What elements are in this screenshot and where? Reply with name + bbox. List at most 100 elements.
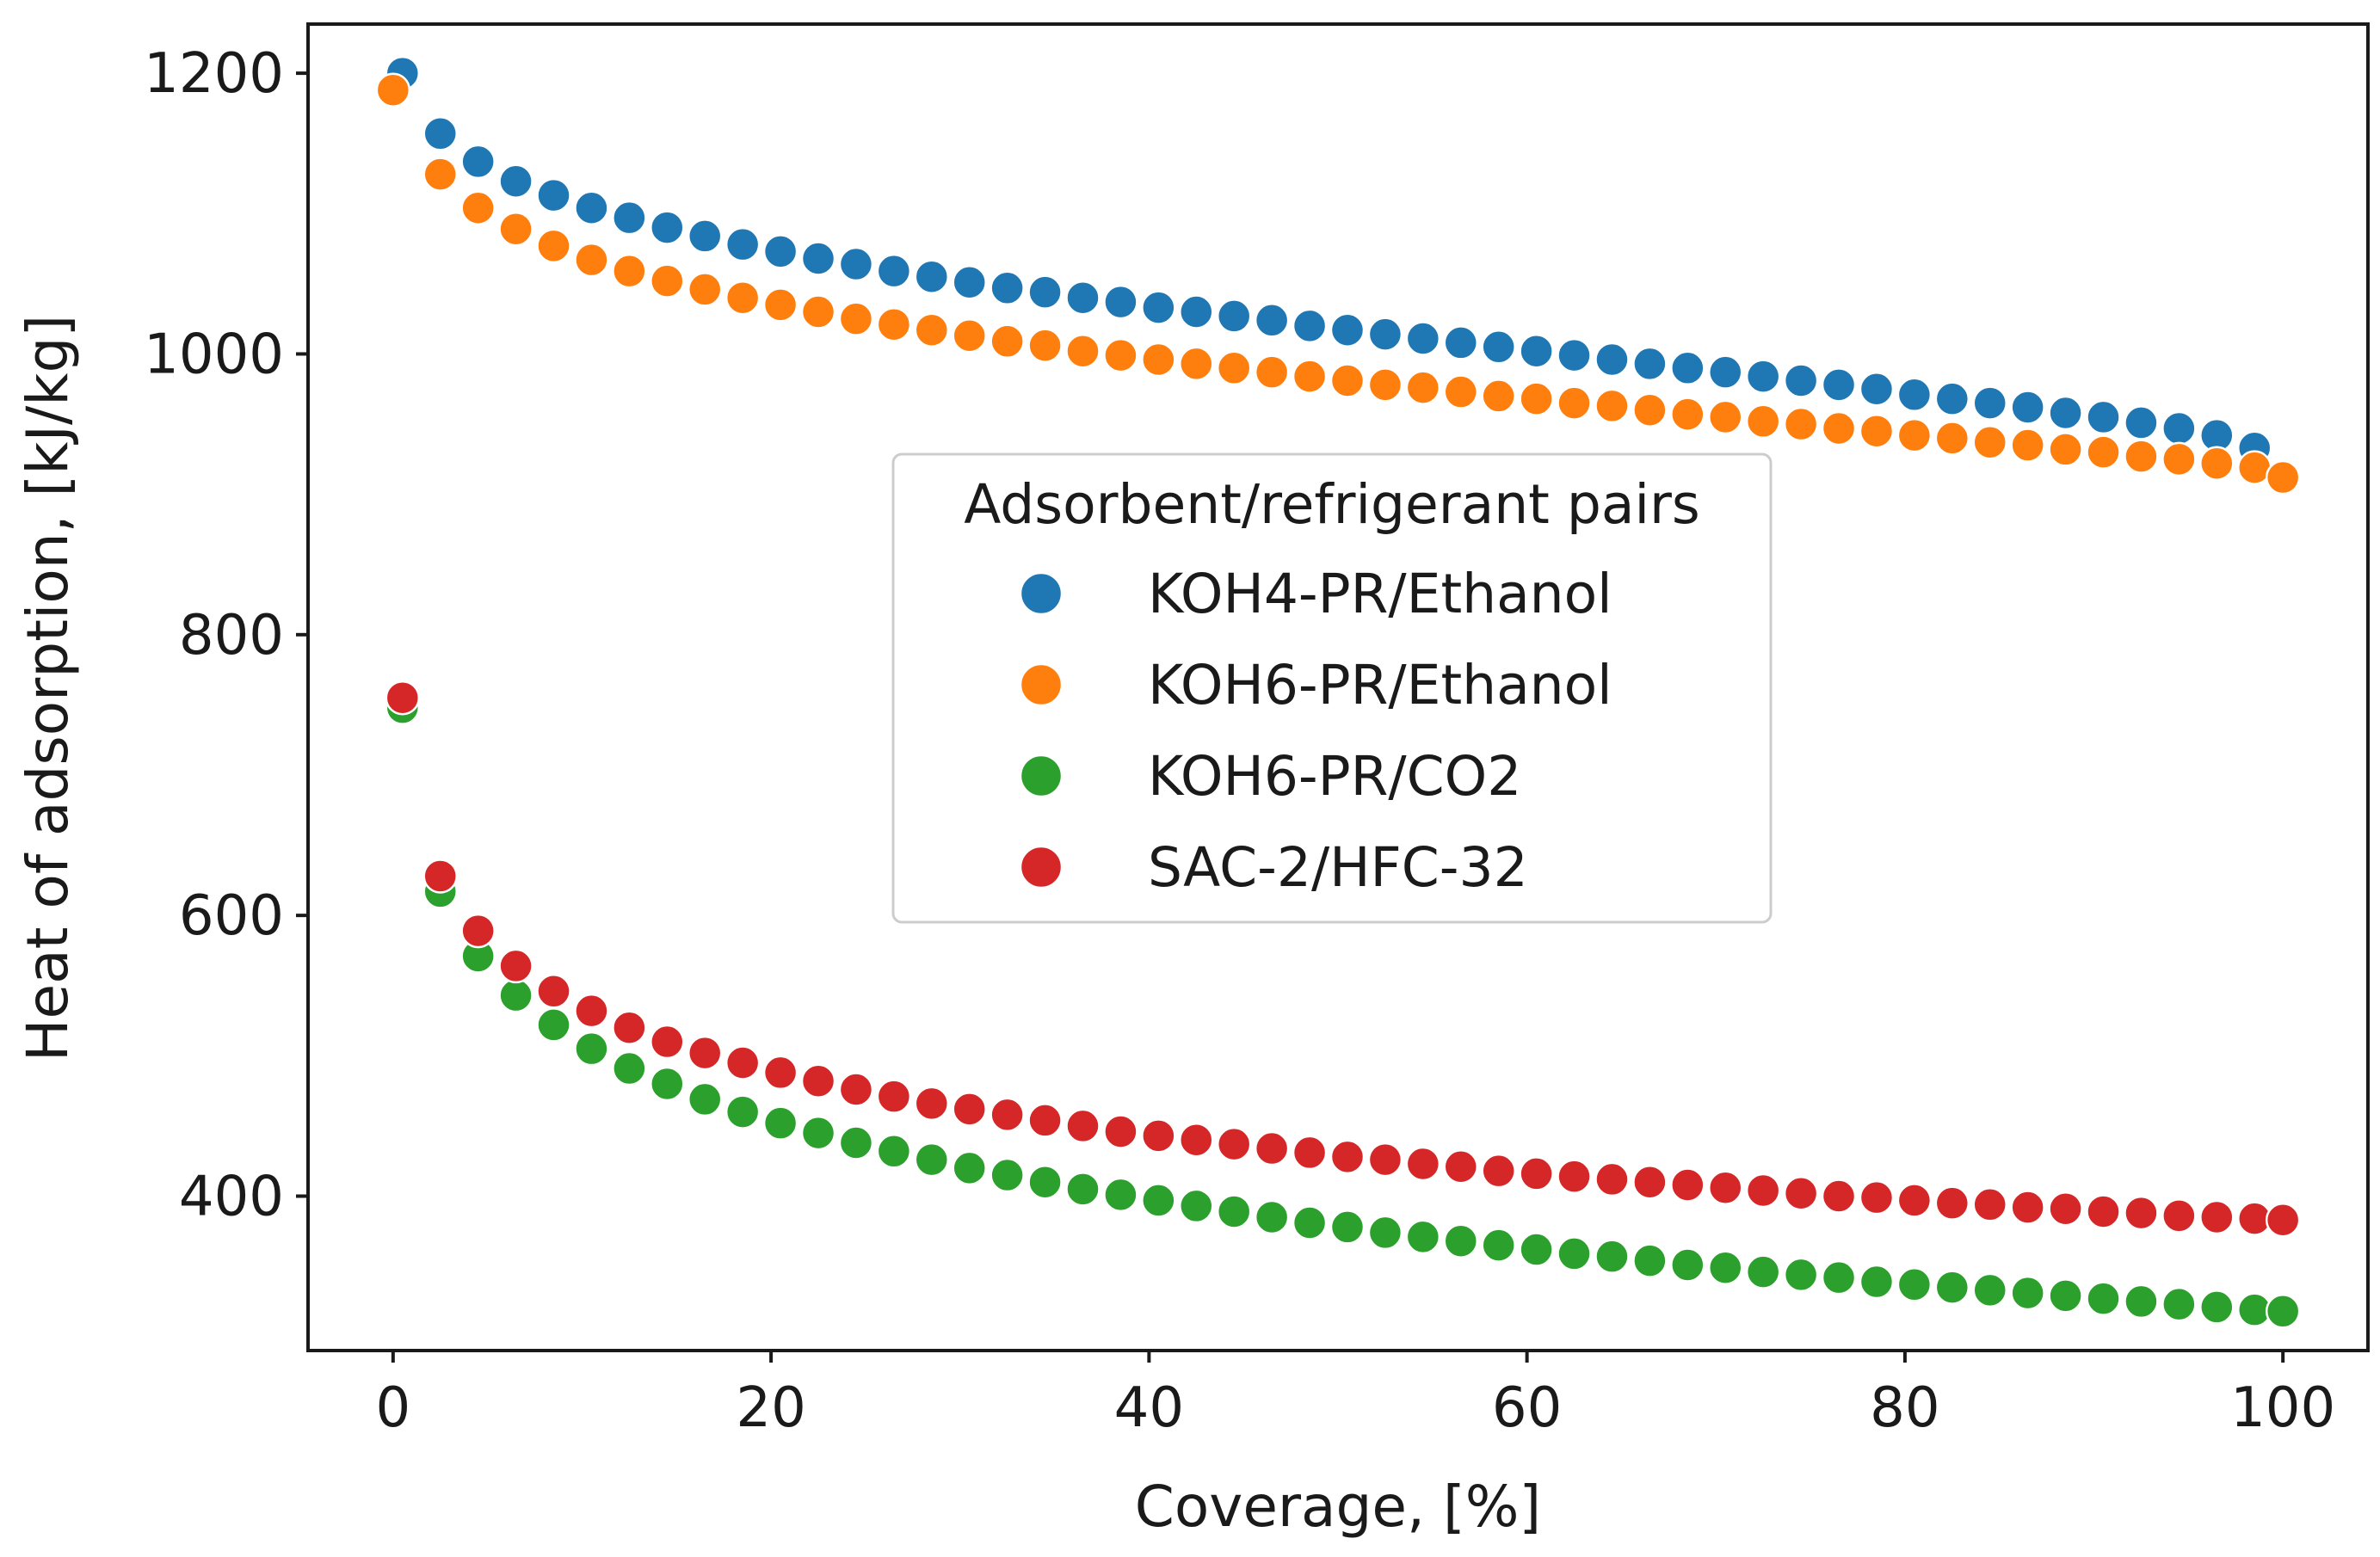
data-point [1027, 274, 1063, 310]
data-point [1821, 410, 1857, 446]
data-point [1443, 325, 1479, 360]
data-point [1405, 321, 1441, 356]
data-point [1670, 1167, 1705, 1203]
data-point [1594, 388, 1630, 424]
data-point [800, 294, 836, 329]
data-point [1934, 1270, 1970, 1305]
data-point [2199, 1289, 2235, 1325]
data-point [1745, 1172, 1781, 1209]
data-point [422, 116, 458, 151]
data-point [1179, 346, 1214, 382]
data-point [422, 157, 458, 192]
series-2 [385, 690, 2301, 1329]
data-point [650, 210, 685, 245]
data-point [687, 272, 723, 307]
data-point [1329, 312, 1366, 348]
data-point [762, 1055, 798, 1091]
data-point [1141, 1183, 1176, 1218]
series-0 [385, 55, 2272, 466]
data-point [1329, 1209, 1366, 1245]
data-point [1103, 337, 1138, 373]
data-point [724, 280, 761, 316]
data-point [1707, 354, 1743, 390]
data-point [1896, 417, 1933, 453]
data-point [2199, 1199, 2235, 1235]
data-point [536, 177, 571, 213]
x-tick-label: 0 [375, 1376, 410, 1440]
data-point [914, 1086, 950, 1122]
data-point [1670, 350, 1705, 386]
y-axis-ticks: 400 600 800 1000 1200 [144, 42, 308, 1229]
data-point [2265, 1294, 2301, 1329]
data-point [460, 190, 496, 226]
data-point [1027, 1164, 1063, 1200]
data-point [724, 1094, 761, 1129]
data-point [1783, 1257, 1819, 1293]
data-point [1292, 1135, 1328, 1171]
data-point [1027, 328, 1063, 363]
data-point [876, 306, 912, 342]
y-tick-label: 800 [179, 604, 284, 668]
legend-marker [1019, 571, 1064, 616]
data-point [1405, 370, 1441, 405]
data-point [1141, 342, 1176, 378]
data-point [1519, 381, 1554, 416]
data-point [838, 246, 874, 282]
data-point [650, 263, 685, 298]
data-point [2086, 1281, 2121, 1316]
data-point [762, 287, 798, 323]
data-point [1329, 363, 1366, 398]
data-point [2124, 439, 2159, 474]
legend-label: KOH6-PR/CO2 [1148, 745, 1521, 808]
data-point [1670, 397, 1705, 432]
data-point [2086, 1194, 2121, 1229]
data-point [1934, 1185, 1970, 1221]
y-tick-label: 1000 [144, 323, 284, 386]
legend: Adsorbent/refrigerant pairs KOH4-PR/Etha… [891, 452, 1773, 924]
data-point [1481, 378, 1516, 414]
data-point [1481, 1153, 1516, 1189]
data-point [1859, 1179, 1895, 1215]
data-point [1519, 1232, 1554, 1267]
data-point [1821, 367, 1857, 403]
data-point [724, 226, 761, 262]
y-axis-title: Heat of adsorption, [kJ/kg] [15, 315, 81, 1062]
data-point [1896, 1267, 1933, 1302]
data-point [1367, 1142, 1403, 1178]
data-point [422, 859, 458, 894]
data-point [498, 211, 533, 247]
data-point [1783, 363, 1819, 398]
legend-marker [1019, 662, 1064, 707]
data-point [1027, 1103, 1063, 1138]
data-point [1405, 1146, 1441, 1182]
data-point [1179, 1188, 1214, 1224]
data-point [2161, 441, 2197, 477]
data-point [1292, 1205, 1328, 1240]
data-point [914, 259, 950, 294]
legend-box [891, 452, 1773, 924]
data-point [1632, 346, 1668, 382]
data-point [952, 1150, 987, 1186]
legend-label: KOH6-PR/Ethanol [1148, 654, 1612, 717]
x-tick-label: 20 [736, 1376, 805, 1440]
data-point [800, 1115, 836, 1151]
data-point [1103, 1114, 1138, 1149]
data-point [1594, 342, 1630, 378]
data-point [1065, 280, 1101, 316]
data-point [952, 264, 987, 300]
y-tick-label: 600 [179, 884, 284, 948]
data-point [1707, 399, 1743, 435]
data-point [724, 1045, 761, 1080]
data-point [1972, 385, 2007, 421]
data-point [1481, 329, 1516, 365]
data-point [1216, 350, 1252, 386]
data-point [1254, 303, 1290, 338]
data-point [2265, 459, 2301, 495]
x-tick-label: 60 [1492, 1376, 1562, 1440]
data-point [876, 253, 912, 289]
x-tick-label: 40 [1114, 1376, 1184, 1440]
data-point [838, 301, 874, 336]
data-point [2199, 446, 2235, 481]
data-point [838, 1072, 874, 1107]
legend-items: KOH4-PR/Ethanol KOH6-PR/Ethanol KOH6-PR/CO… [1019, 563, 1612, 899]
